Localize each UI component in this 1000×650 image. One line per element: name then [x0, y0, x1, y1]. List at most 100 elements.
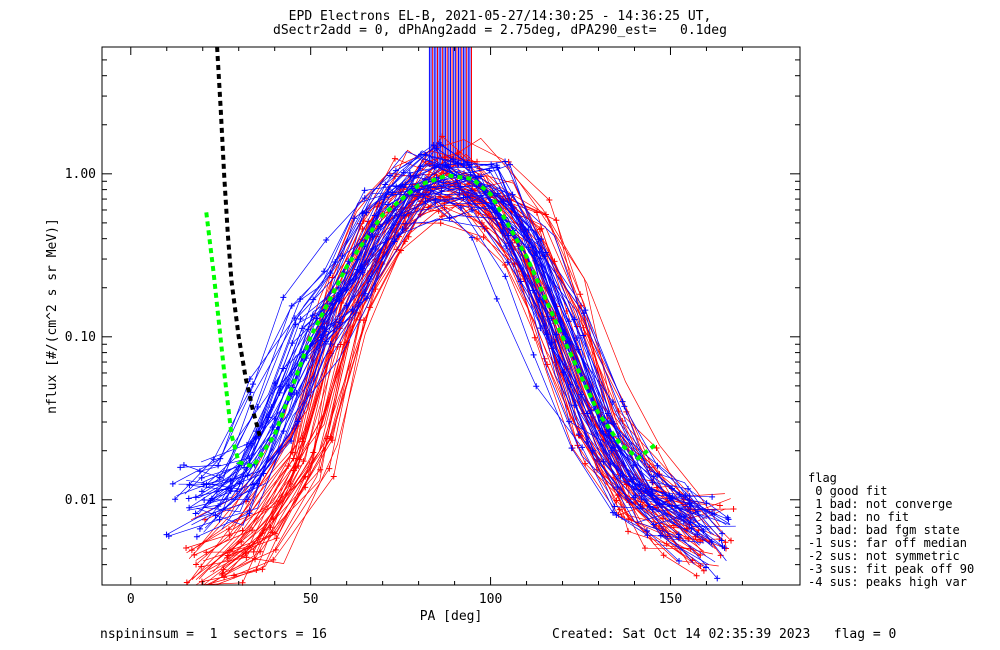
- series-blue-point: [582, 307, 589, 314]
- series-red-point: [722, 545, 729, 552]
- series-blue-point: [675, 534, 682, 541]
- series-blue-point: [711, 511, 718, 518]
- footer-right-text: Created: Sat Oct 14 02:35:39 2023 flag =…: [552, 627, 897, 642]
- series-blue-point: [216, 516, 223, 523]
- series-blue-point: [669, 493, 676, 500]
- series-red-point: [546, 197, 553, 204]
- series-blue-point: [714, 575, 721, 582]
- legend-item: -3 sus: fit peak off 90: [808, 562, 975, 576]
- series-blue-point: [724, 514, 731, 521]
- series-blue-point: [611, 503, 618, 510]
- series-blue-point: [260, 470, 267, 477]
- series-blue-point: [504, 259, 511, 266]
- series-red-point: [551, 258, 558, 265]
- x-tick-label: 0: [127, 592, 135, 607]
- series-red-point: [224, 554, 231, 561]
- legend-item: -2 sus: not symmetric: [808, 549, 960, 563]
- series-red-point: [359, 226, 366, 233]
- series-blue-point: [392, 212, 399, 219]
- y-tick-label: 0.01: [65, 493, 96, 508]
- series-blue-point: [685, 485, 692, 492]
- series-blue-point: [361, 195, 368, 202]
- series-blue-point: [468, 187, 475, 194]
- series-blue-point: [186, 481, 193, 488]
- series-red-point: [438, 213, 445, 220]
- series-blue-point: [548, 339, 555, 346]
- series-blue-point: [323, 236, 330, 243]
- series-blue-point: [193, 533, 200, 540]
- series-blue-point: [468, 234, 475, 241]
- series-red-line: [186, 205, 691, 583]
- chart-title-line2: dSectr2add = 0, dPhAng2add = 2.75deg, dP…: [273, 23, 727, 38]
- series-blue-point: [192, 510, 199, 517]
- series-blue-point: [433, 145, 440, 152]
- series-blue-line: [176, 161, 685, 530]
- flag-legend: flag 0 good fit 1 bad: not converge 2 ba…: [808, 472, 974, 589]
- series-blue-point: [198, 488, 205, 495]
- series-blue-point: [506, 161, 513, 168]
- series-red-line: [206, 207, 701, 586]
- series-red-point: [730, 506, 737, 513]
- series-red-point: [480, 234, 487, 241]
- series-blue-point: [654, 472, 661, 479]
- series-blue-point: [600, 458, 607, 465]
- series-red-point: [473, 235, 480, 242]
- series-red-point: [728, 537, 735, 544]
- series-blue-point: [644, 532, 651, 539]
- series-blue-point: [249, 381, 256, 388]
- series-red-point: [722, 539, 729, 546]
- series-blue-point: [293, 389, 300, 396]
- series-blue-point: [227, 477, 234, 484]
- x-tick-label: 100: [479, 592, 502, 607]
- series-blue-point: [319, 323, 326, 330]
- series-blue-point: [694, 508, 701, 515]
- series-blue-point: [502, 273, 509, 280]
- series-blue-point: [402, 181, 409, 188]
- series-blue-point: [198, 474, 205, 481]
- series-blue-point: [339, 253, 346, 260]
- series-blue-point: [203, 481, 210, 488]
- tick-layer: 0 50 100 150 0.01 0.10 1.00: [65, 46, 800, 607]
- series-blue-point: [401, 212, 408, 219]
- series-red-point: [663, 540, 670, 547]
- series-blue-point: [566, 418, 573, 425]
- series-blue-point: [469, 206, 476, 213]
- series-red-point: [238, 538, 245, 545]
- x-axis-label: PA [deg]: [420, 609, 483, 624]
- series-blue-point: [247, 440, 254, 447]
- series-blue-point: [289, 340, 296, 347]
- series-red-point: [326, 465, 333, 472]
- series-blue-point: [433, 174, 440, 181]
- series-blue-point: [488, 161, 495, 168]
- series-red-point: [391, 155, 398, 162]
- series-blue-point: [542, 249, 549, 256]
- x-tick-label: 150: [659, 592, 682, 607]
- series-red-point: [198, 578, 205, 585]
- series-blue-point: [360, 210, 367, 217]
- series-blue-point: [392, 167, 399, 174]
- series-red-point: [225, 526, 232, 533]
- series-red-point: [300, 458, 307, 465]
- series-red-point: [329, 437, 336, 444]
- series-red-point: [531, 334, 538, 341]
- series-blue-point: [466, 164, 473, 171]
- y-tick-label: 1.00: [65, 167, 96, 182]
- series-red-point: [533, 209, 540, 216]
- series-blue-point: [657, 532, 664, 539]
- series-blue-point: [466, 162, 473, 169]
- series-blue-point: [637, 503, 644, 510]
- fit-black-curve: [215, 46, 263, 439]
- x-tick-label: 50: [303, 592, 319, 607]
- series-blue-point: [703, 500, 710, 507]
- series-blue-point: [571, 316, 578, 323]
- series-blue-point: [619, 398, 626, 405]
- series-blue-point: [192, 494, 199, 501]
- series-red-line: [195, 222, 697, 586]
- series-blue-point: [327, 341, 334, 348]
- series-red-point: [183, 544, 190, 551]
- series-blue-point: [330, 321, 337, 328]
- series-red-line: [231, 139, 725, 551]
- series-blue-point: [292, 321, 299, 328]
- series-blue-line: [186, 218, 695, 565]
- series-red-point: [469, 186, 476, 193]
